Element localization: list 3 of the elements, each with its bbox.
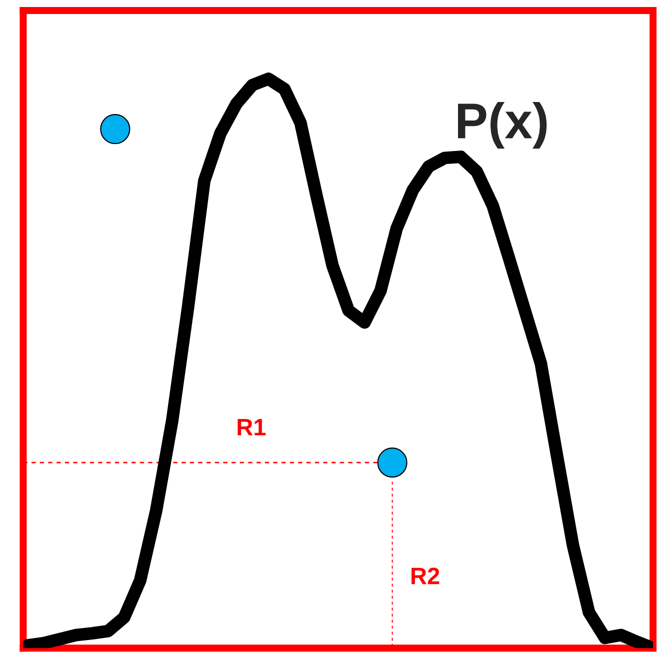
ref-line-label: R1 bbox=[238, 419, 266, 436]
annotation: R2 bbox=[412, 568, 440, 584]
series-label: P(x) bbox=[458, 102, 547, 149]
